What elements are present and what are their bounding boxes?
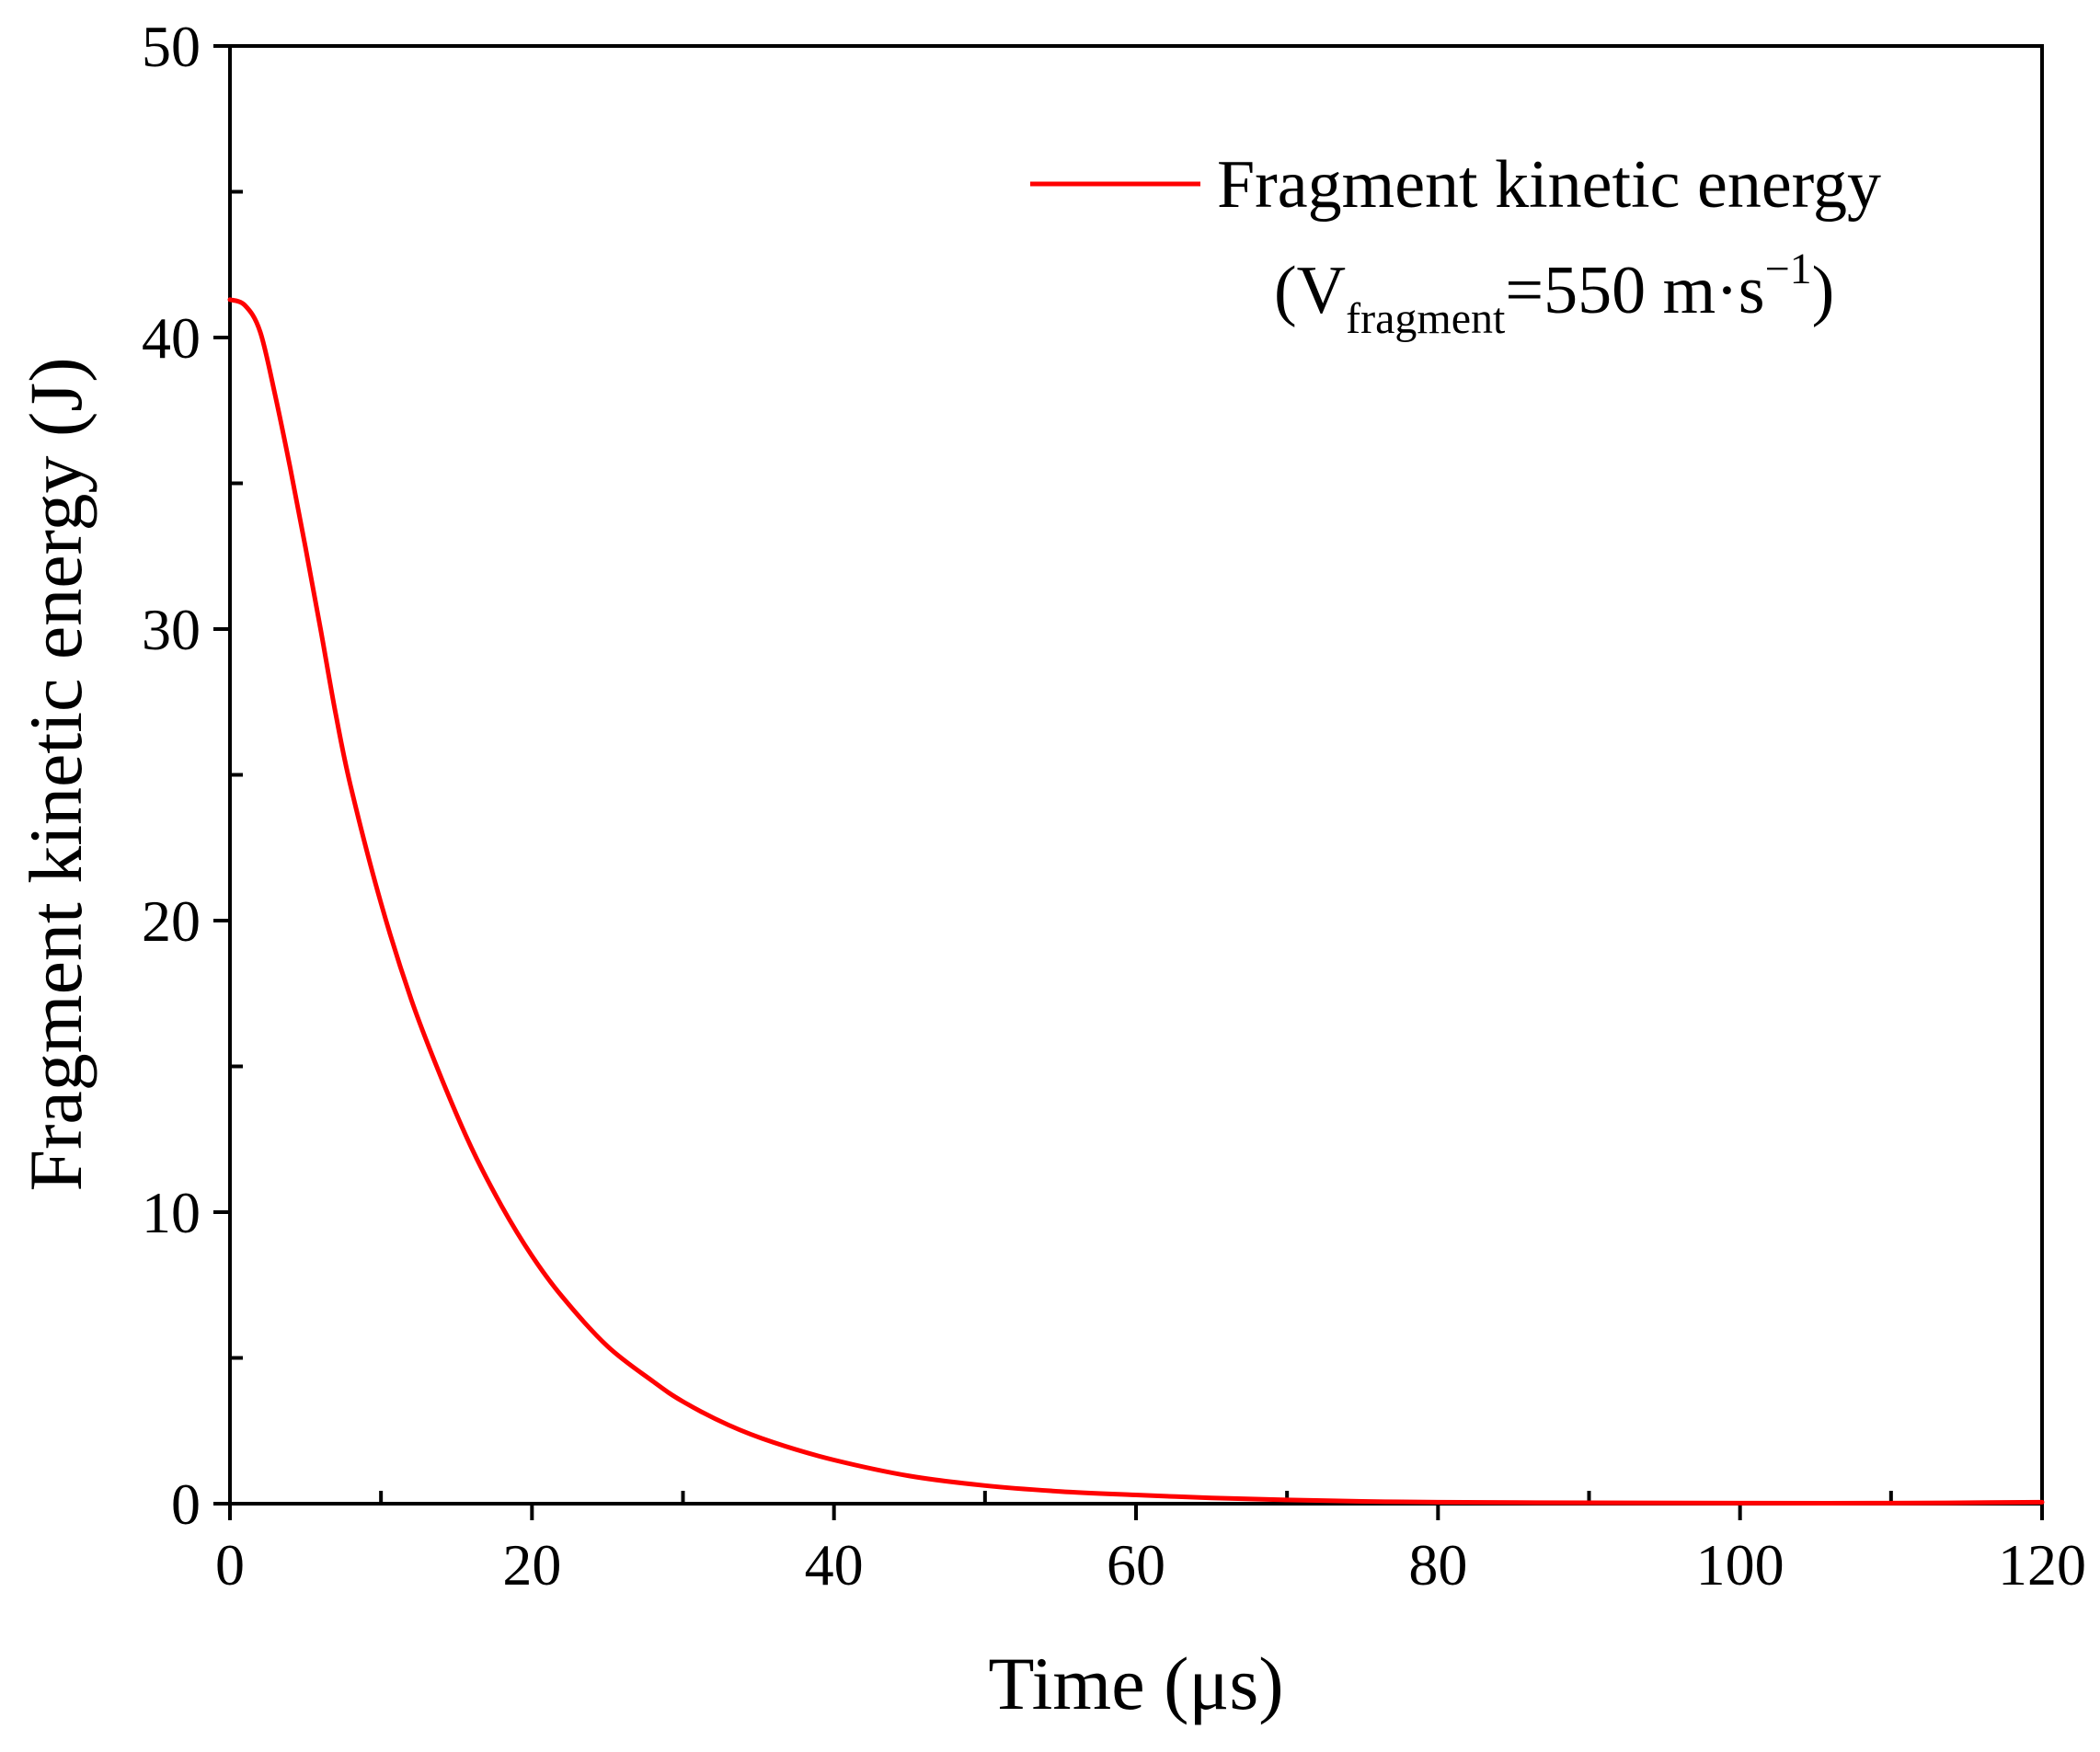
x-tick-label: 0: [215, 1532, 245, 1597]
legend-label-mid: =550 m·s: [1505, 253, 1764, 328]
y-tick-label: 50: [142, 14, 201, 79]
legend-label-line1: Fragment kinetic energy: [1217, 147, 1881, 223]
x-axis-label: Time (μs): [988, 1642, 1283, 1725]
y-tick-label: 0: [171, 1471, 201, 1537]
tick-labels: 0 20 40 60 80 100 120 0 10 20 30 40 50: [142, 14, 2086, 1597]
legend-label-subscript: fragment: [1346, 294, 1506, 343]
x-tick-label: 80: [1408, 1532, 1467, 1597]
legend-label-prefix: (V: [1274, 253, 1346, 328]
y-tick-label: 40: [142, 305, 201, 371]
legend-label-line2: (Vfragment=550 m·s−1): [1274, 245, 1834, 343]
energy-curve: [227, 297, 2045, 1506]
x-tick-label: 100: [1696, 1532, 1784, 1597]
legend-label-suffix: ): [1812, 253, 1835, 328]
y-tick-label: 10: [142, 1180, 201, 1245]
y-axis-label: Fragment kinetic energy (J): [14, 357, 98, 1191]
legend: Fragment kinetic energy (Vfragment=550 m…: [1030, 147, 1881, 343]
y-tick-label: 20: [142, 888, 201, 954]
y-tick-label: 30: [142, 597, 201, 662]
x-tick-label: 20: [502, 1532, 561, 1597]
legend-label-superscript: −1: [1765, 245, 1812, 293]
x-tick-label: 120: [1998, 1532, 2086, 1597]
x-tick-label: 60: [1107, 1532, 1165, 1597]
x-tick-label: 40: [805, 1532, 864, 1597]
